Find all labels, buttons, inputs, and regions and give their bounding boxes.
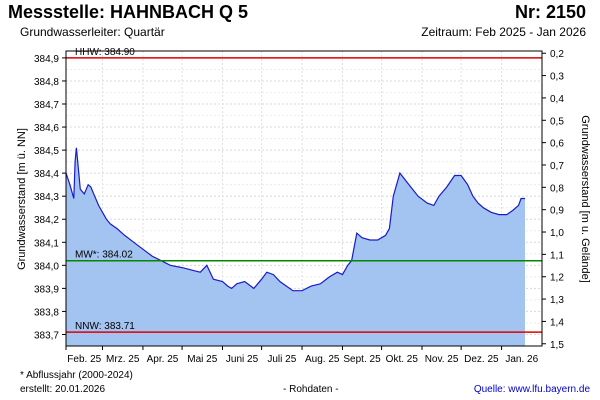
x-tick-label: Juni 25	[226, 354, 259, 365]
y-tick-label: 383,7	[34, 330, 59, 341]
station-title: Messstelle: HAHNBACH Q 5	[8, 2, 249, 22]
x-tick-label: Aug. 25	[305, 354, 340, 365]
y-tick-label: 384,3	[34, 192, 59, 203]
y-axis-right: 0,2 0,3 0,4 0,5 0,6 0,7 0,8 0,9 1,0 1,1 1,2 1,3 1,4 1…	[542, 49, 564, 351]
source-link[interactable]: Quelle: www.lfu.bayern.de	[473, 384, 590, 395]
y-tick-label: 384,1	[34, 238, 59, 249]
x-tick-label: Sept. 25	[343, 354, 381, 365]
y2-tick-label: 0,7	[550, 161, 564, 172]
reference-label-2: MW*: 384.02	[75, 250, 133, 261]
water-level-area	[66, 147, 525, 346]
y2-tick-label: 1,0	[550, 228, 564, 239]
plot-frame	[65, 50, 543, 347]
y-tick-label: 384,9	[34, 54, 59, 65]
footnote: * Abflussjahr (2000-2024)	[20, 370, 133, 381]
x-tick-label: Juli 25	[267, 354, 296, 365]
period-label: Zeitraum: Feb 2025 - Jan 2026	[421, 25, 586, 39]
reference-label-3: NNW: 383.71	[75, 321, 135, 332]
x-tick-label: Okt. 25	[386, 354, 419, 365]
y-tick-label: 384,7	[34, 100, 59, 111]
y2-tick-label: 1,2	[550, 273, 564, 284]
y-tick-label: 384,2	[34, 215, 59, 226]
created-date: erstellt: 20.01.2026	[20, 384, 106, 395]
y-tick-label: 384,8	[34, 77, 59, 88]
y-tick-label: 384,5	[34, 146, 59, 157]
y2-tick-label: 0,5	[550, 116, 564, 127]
reference-lines: HHW: 384.90 MW*: 384.02 NNW: 383.71	[66, 47, 542, 333]
y-tick-label: 383,8	[34, 307, 59, 318]
y-tick-label: 384,4	[34, 169, 59, 180]
y2-tick-label: 0,4	[550, 94, 564, 105]
y-tick-label: 383,9	[34, 284, 59, 295]
y-tick-label: 384,0	[34, 261, 59, 272]
y2-tick-label: 1,1	[550, 250, 564, 261]
x-tick-label: Feb. 25	[67, 354, 101, 365]
raw-data-note: - Rohdaten -	[283, 384, 339, 395]
x-tick-label: Nov. 25	[425, 354, 459, 365]
aquifer-label: Grundwasserleiter: Quartär	[20, 25, 165, 39]
y-axis-label: Grundwasserstand [m ü. NN]	[16, 128, 28, 270]
y-tick-label: 384,6	[34, 123, 59, 134]
y2-axis-label: Grundwasserstand [m u. Gelände]	[579, 115, 591, 283]
y2-tick-label: 1,3	[550, 295, 564, 306]
y2-tick-label: 0,8	[550, 183, 564, 194]
x-tick-label: Dez. 25	[464, 354, 499, 365]
reference-label-1: HHW: 384.90	[75, 47, 135, 58]
y2-tick-label: 1,4	[550, 317, 564, 328]
y-axis-left: 383,7 383,8 383,9 384,0 384,1 384,2 384,3 384,4…	[34, 54, 66, 341]
station-number: Nr: 2150	[514, 2, 586, 22]
y2-tick-label: 0,9	[550, 206, 564, 217]
x-tick-label: Apr. 25	[147, 354, 179, 365]
y2-tick-label: 0,6	[550, 139, 564, 150]
y2-tick-label: 0,2	[550, 49, 564, 60]
y2-tick-label: 1,5	[550, 340, 564, 351]
y2-tick-label: 0,3	[550, 72, 564, 83]
x-tick-label: Jan. 26	[505, 354, 538, 365]
x-tick-label: Mai 25	[187, 354, 217, 365]
water-level-line	[65, 147, 525, 292]
x-axis: Feb. 25 Mrz. 25 Apr. 25 Mai 25 Juni 25 Juli 2…	[65, 346, 539, 365]
x-tick-label: Mrz. 25	[106, 354, 140, 365]
